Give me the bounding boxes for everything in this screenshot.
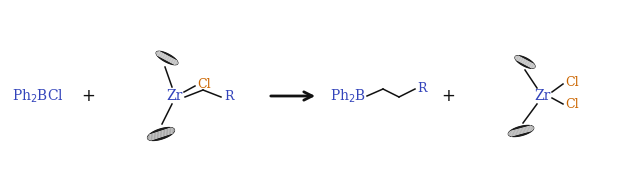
Polygon shape [148,127,175,140]
Polygon shape [515,56,535,68]
Text: Zr: Zr [535,89,551,103]
Text: +: + [81,87,95,105]
Text: Cl: Cl [565,76,578,89]
Polygon shape [509,126,534,137]
Text: Cl: Cl [565,98,578,112]
Text: R: R [224,90,234,103]
Text: Ph$_2$BCl: Ph$_2$BCl [12,87,64,105]
Text: Cl: Cl [197,79,210,92]
Text: Zr: Zr [167,89,183,103]
Text: Ph$_2$B: Ph$_2$B [330,87,366,105]
Polygon shape [156,51,178,65]
Text: +: + [441,87,455,105]
Text: R: R [417,83,426,95]
